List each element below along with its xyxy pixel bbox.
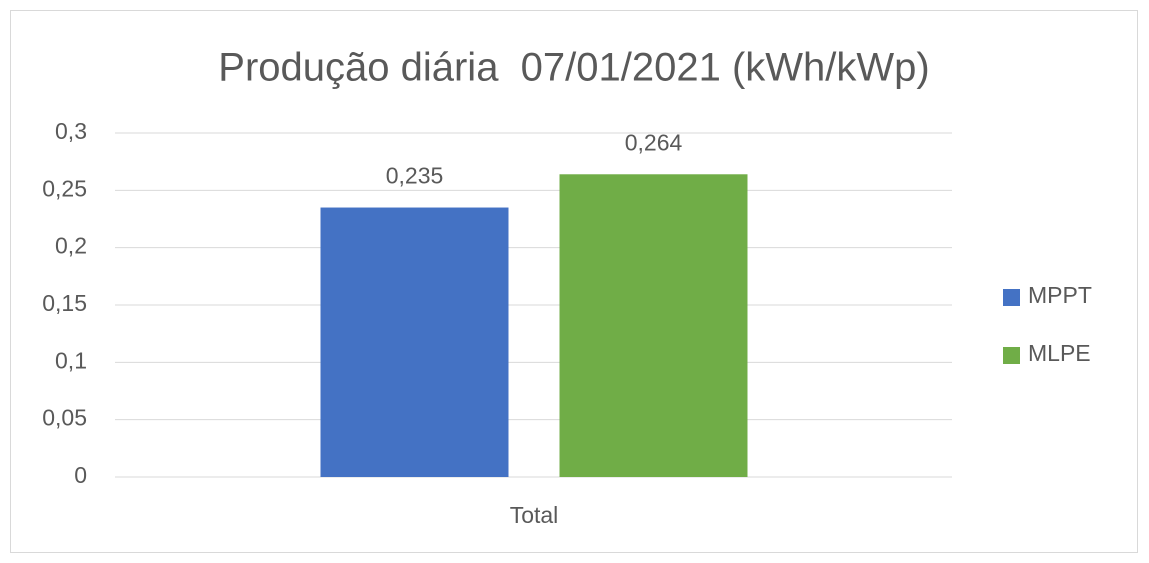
y-tick-label: 0,1 [55,347,87,373]
legend-swatch [1003,347,1020,364]
bar [320,207,509,478]
value-label: 0,264 [625,129,683,155]
value-label: 0,235 [386,163,444,189]
y-tick-label: 0,25 [42,175,87,201]
legend-label: MPPT [1028,282,1092,308]
y-tick-label: 0,3 [55,118,87,144]
x-tick-label: Total [510,502,559,528]
y-tick-label: 0 [74,462,87,488]
chart-title: Produção diária 07/01/2021 (kWh/kWp) [218,46,929,90]
y-tick-label: 0,05 [42,405,87,431]
legend-label: MLPE [1028,340,1091,366]
y-tick-label: 0,15 [42,290,87,316]
y-tick-label: 0,2 [55,233,87,259]
legend-swatch [1003,289,1020,306]
bar [559,174,748,477]
